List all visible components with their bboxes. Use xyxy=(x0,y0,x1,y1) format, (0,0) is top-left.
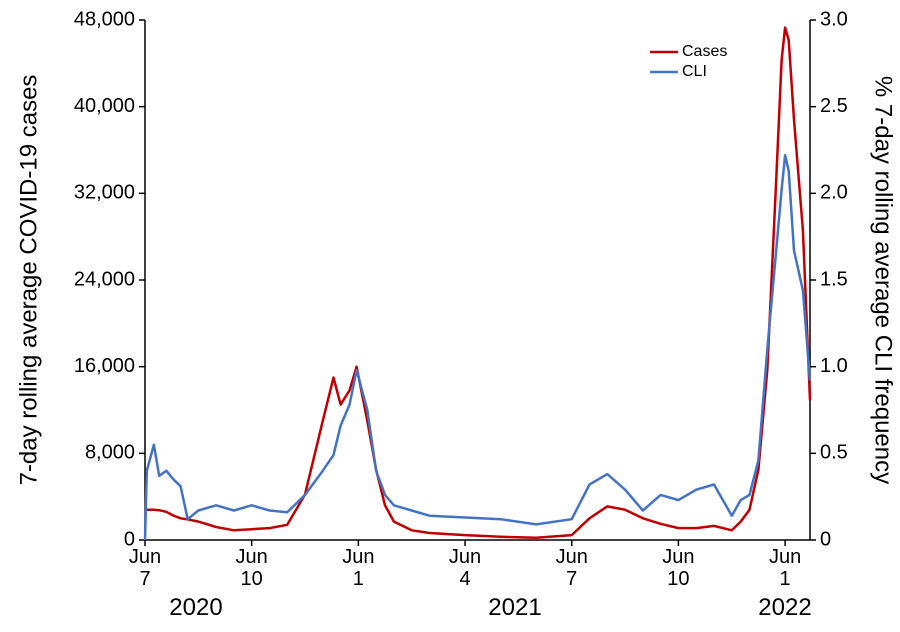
x-tick-label: Jun 7 xyxy=(555,546,588,590)
y-tick-label: 48,000 xyxy=(74,8,135,30)
legend-label: Cases xyxy=(682,43,727,60)
y2-tick-label: 1.5 xyxy=(820,268,848,290)
y-axis-label: 7-day rolling average COVID-19 cases xyxy=(15,75,42,486)
y2-tick-label: 1.0 xyxy=(820,355,848,377)
y2-axis-label: % 7-day rolling average CLI frequency xyxy=(870,76,897,484)
year-label: 2020 xyxy=(169,594,223,621)
x-tick-label: Jun 7 xyxy=(128,546,162,590)
data-line xyxy=(145,26,812,540)
x-tick-label: Jun 10 xyxy=(235,546,268,590)
year-label: 2022 xyxy=(758,594,812,621)
y-tick-label: 32,000 xyxy=(74,182,135,204)
y2-tick-label: 2.5 xyxy=(820,95,848,117)
data-line xyxy=(143,153,812,541)
y2-tick-label: 0 xyxy=(820,528,831,550)
y-tick-label: 24,000 xyxy=(74,268,135,290)
x-tick-label: Jun 1 xyxy=(342,546,375,590)
legend-label: CLI xyxy=(682,63,707,80)
y-tick-label: 40,000 xyxy=(74,95,135,117)
x-tick-label: Jun 1 xyxy=(768,546,802,590)
y2-tick-label: 3.0 xyxy=(820,8,848,30)
y-tick-label: 0 xyxy=(124,528,135,550)
year-label: 2021 xyxy=(488,594,542,621)
y2-tick-label: 0.5 xyxy=(820,442,848,464)
x-tick-label: Jun 10 xyxy=(662,546,695,590)
y2-tick-label: 2.0 xyxy=(820,182,848,204)
y-tick-label: 16,000 xyxy=(74,355,135,377)
x-tick-label: Jun 4 xyxy=(448,546,482,590)
y-tick-label: 8,000 xyxy=(85,442,135,464)
